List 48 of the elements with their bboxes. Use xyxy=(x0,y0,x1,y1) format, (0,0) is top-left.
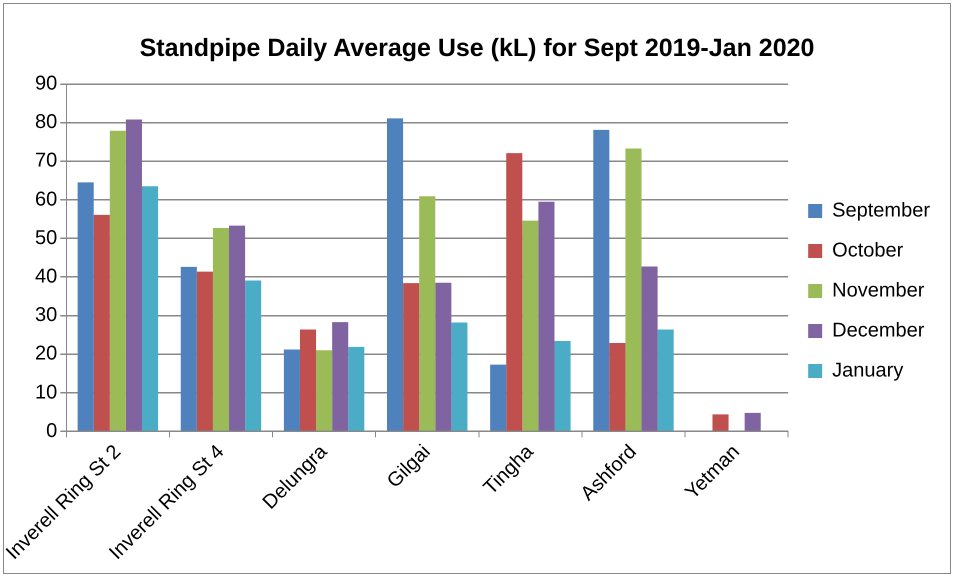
bar xyxy=(284,350,300,431)
bar xyxy=(435,282,452,431)
y-tick-label: 80 xyxy=(35,111,58,134)
y-tick-label: 0 xyxy=(46,420,58,442)
bar xyxy=(110,130,126,431)
y-tick-label: 20 xyxy=(35,342,58,365)
bar xyxy=(609,342,626,431)
bar xyxy=(744,412,761,431)
bar xyxy=(658,329,674,431)
bar xyxy=(126,120,142,431)
bar xyxy=(196,272,213,431)
y-tick-label: 50 xyxy=(35,226,58,249)
legend-label: October xyxy=(832,240,904,262)
y-tick-label: 70 xyxy=(35,150,58,172)
bar xyxy=(554,341,571,431)
bar xyxy=(506,153,522,431)
bar xyxy=(419,196,436,431)
bar xyxy=(490,364,506,431)
bar xyxy=(625,148,642,431)
y-tick-label: 40 xyxy=(35,265,58,288)
bar xyxy=(593,130,610,431)
bar xyxy=(94,214,110,431)
bar xyxy=(387,118,404,431)
bar xyxy=(180,266,197,431)
bar xyxy=(300,329,316,431)
y-tick-label: 90 xyxy=(35,72,58,95)
bar xyxy=(212,228,230,431)
bar xyxy=(348,346,364,431)
legend-label: September xyxy=(832,200,930,222)
bar xyxy=(245,280,262,431)
bar xyxy=(522,220,538,431)
bar xyxy=(403,283,420,431)
chart-title: Standpipe Daily Average Use (kL) for Sept 2019-Jan 2020 xyxy=(140,34,814,62)
bar xyxy=(316,350,332,431)
legend-label: December xyxy=(832,320,925,342)
y-tick-label: 30 xyxy=(35,304,58,326)
bar xyxy=(332,322,348,431)
bar xyxy=(538,202,554,431)
bar xyxy=(229,226,246,431)
bar xyxy=(451,322,468,431)
legend-label: November xyxy=(832,280,925,302)
bar xyxy=(712,414,729,431)
legend-label: January xyxy=(832,360,904,382)
y-tick-label: 10 xyxy=(35,381,58,404)
bar xyxy=(642,266,658,431)
bar xyxy=(78,182,94,431)
bar xyxy=(142,186,158,431)
y-tick-label: 60 xyxy=(35,188,58,210)
